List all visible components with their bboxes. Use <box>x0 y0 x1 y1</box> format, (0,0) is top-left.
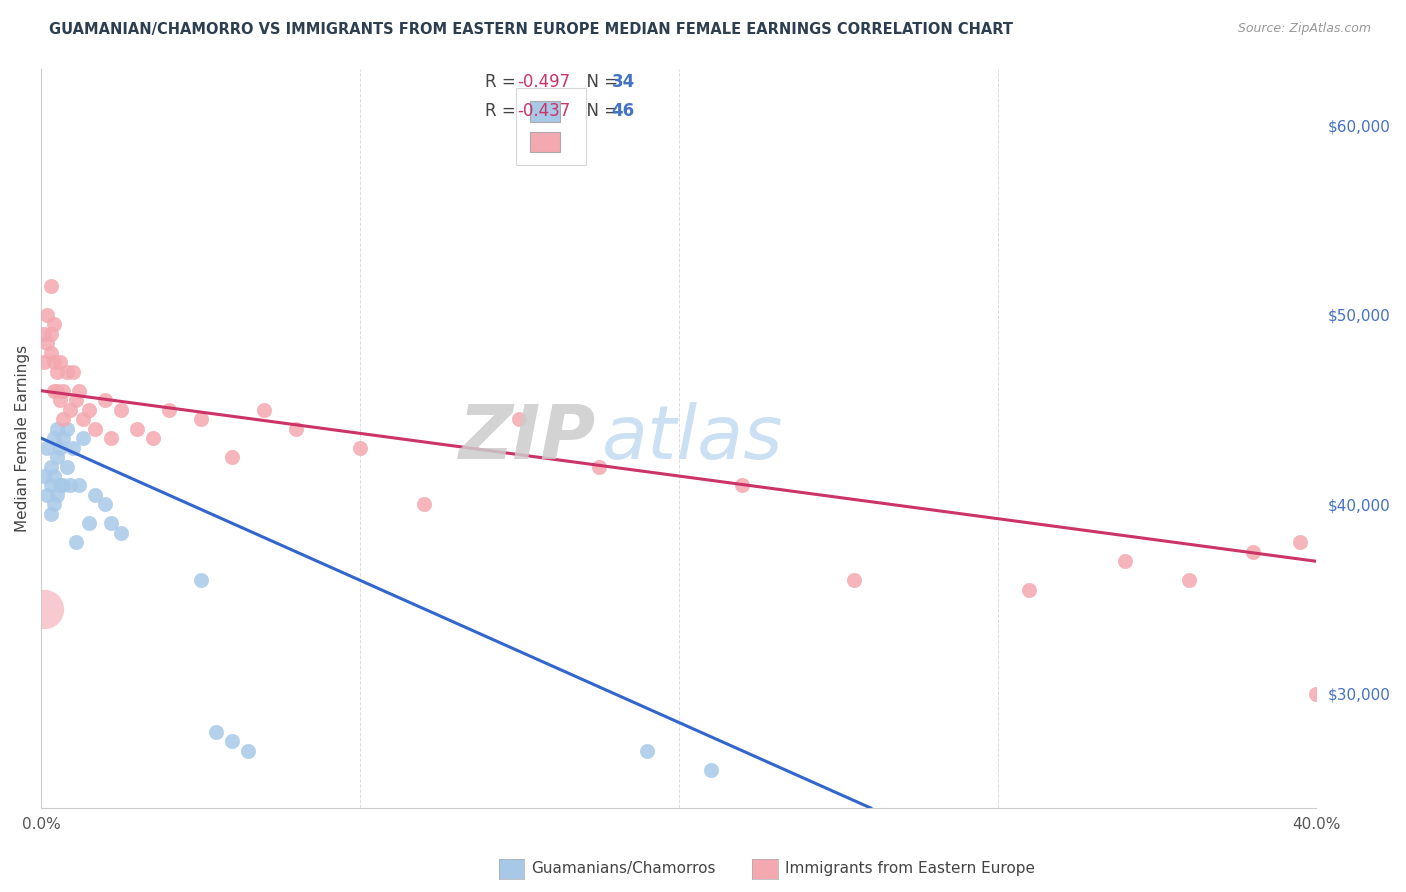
Point <box>94 498 117 512</box>
Point <box>52 412 75 426</box>
Point <box>157 402 180 417</box>
Point <box>55 365 77 379</box>
Text: -0.437: -0.437 <box>517 102 571 120</box>
Point <box>49 478 72 492</box>
Text: ZIP: ZIP <box>458 401 596 475</box>
Point <box>100 431 122 445</box>
Point <box>110 402 132 417</box>
Point <box>46 365 69 379</box>
Text: Guamanians/Chamorros: Guamanians/Chamorros <box>531 862 716 876</box>
Point <box>84 422 107 436</box>
Point <box>52 431 75 445</box>
Point <box>72 431 94 445</box>
Point <box>142 431 165 445</box>
Point <box>221 450 243 464</box>
Point <box>39 459 62 474</box>
Point <box>190 573 212 587</box>
Point <box>42 498 65 512</box>
Point <box>42 355 65 369</box>
Point <box>1114 554 1136 568</box>
Point <box>49 393 72 408</box>
Point <box>253 402 276 417</box>
Point <box>94 393 117 408</box>
Text: Immigrants from Eastern Europe: Immigrants from Eastern Europe <box>785 862 1035 876</box>
Point <box>65 393 87 408</box>
Text: N =: N = <box>576 102 624 120</box>
Point <box>52 384 75 398</box>
Point <box>412 498 434 512</box>
Point <box>49 441 72 455</box>
Point <box>42 469 65 483</box>
Point <box>55 422 77 436</box>
Point <box>39 346 62 360</box>
Point <box>34 469 56 483</box>
Point <box>1305 687 1327 701</box>
Point <box>59 478 82 492</box>
Point <box>34 326 56 341</box>
Point <box>34 601 56 615</box>
Text: Source: ZipAtlas.com: Source: ZipAtlas.com <box>1237 22 1371 36</box>
Point <box>1178 573 1201 587</box>
Point <box>100 516 122 531</box>
Point <box>62 365 84 379</box>
Point <box>110 525 132 540</box>
Point <box>67 384 90 398</box>
Point <box>62 441 84 455</box>
Point <box>39 507 62 521</box>
Point <box>34 355 56 369</box>
Point <box>46 450 69 464</box>
Point <box>84 488 107 502</box>
Point <box>349 441 371 455</box>
Point <box>238 744 260 758</box>
Point <box>72 412 94 426</box>
Point <box>588 459 610 474</box>
Legend: , : , <box>516 88 586 165</box>
Point <box>59 402 82 417</box>
Point <box>65 535 87 549</box>
Point <box>1289 535 1312 549</box>
Point <box>77 402 100 417</box>
Point <box>205 724 228 739</box>
Point <box>46 488 69 502</box>
Point <box>42 318 65 332</box>
Point <box>37 488 59 502</box>
Point <box>699 763 721 777</box>
Point <box>46 384 69 398</box>
Point <box>1018 582 1040 597</box>
Point <box>46 422 69 436</box>
Point <box>55 459 77 474</box>
Y-axis label: Median Female Earnings: Median Female Earnings <box>15 344 30 532</box>
Point <box>37 308 59 322</box>
Text: GUAMANIAN/CHAMORRO VS IMMIGRANTS FROM EASTERN EUROPE MEDIAN FEMALE EARNINGS CORR: GUAMANIAN/CHAMORRO VS IMMIGRANTS FROM EA… <box>49 22 1014 37</box>
Text: 34: 34 <box>612 73 636 91</box>
Text: 46: 46 <box>612 102 634 120</box>
Point <box>508 412 530 426</box>
Text: atlas: atlas <box>602 402 783 475</box>
Point <box>42 431 65 445</box>
Point <box>285 422 308 436</box>
Point <box>39 478 62 492</box>
Point <box>842 573 865 587</box>
Point <box>125 422 148 436</box>
Point <box>67 478 90 492</box>
Text: R =: R = <box>485 102 522 120</box>
Point <box>77 516 100 531</box>
Text: N =: N = <box>576 73 624 91</box>
Point <box>1241 545 1264 559</box>
Point <box>221 734 243 748</box>
Point <box>37 441 59 455</box>
Point <box>42 384 65 398</box>
Point <box>37 336 59 351</box>
Point <box>49 355 72 369</box>
Point <box>190 412 212 426</box>
Point <box>39 326 62 341</box>
Point <box>39 279 62 293</box>
Text: R =: R = <box>485 73 522 91</box>
Point <box>731 478 754 492</box>
Text: -0.497: -0.497 <box>517 73 571 91</box>
Point <box>52 478 75 492</box>
Point <box>636 744 658 758</box>
